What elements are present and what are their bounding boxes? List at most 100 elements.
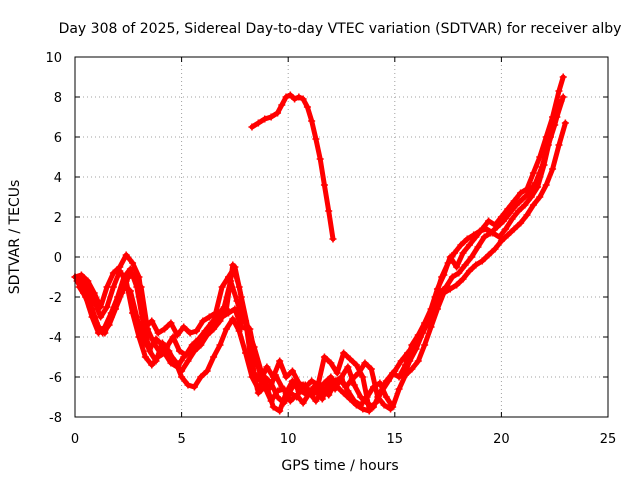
data-point	[519, 195, 527, 203]
y-tick-label: 2	[54, 211, 62, 226]
data-point	[440, 289, 448, 297]
data-point	[352, 361, 360, 369]
data-point	[184, 357, 192, 365]
data-point	[338, 375, 345, 383]
data-point	[561, 119, 569, 127]
x-axis-label: GPS time / hours	[281, 458, 398, 474]
data-point	[357, 393, 365, 401]
data-point	[457, 241, 465, 249]
ticks: 0 5 10 15 20 25 -8 -6 -4 -2 0 2 4 6 8 10	[45, 51, 616, 447]
data-point	[344, 387, 352, 395]
data-point	[316, 155, 324, 163]
x-tick-label: 10	[280, 432, 297, 447]
data-point	[344, 363, 352, 371]
data-point	[205, 325, 213, 333]
data-point	[453, 263, 461, 271]
y-tick-label: -6	[49, 371, 62, 386]
data-point	[242, 317, 250, 325]
data-point	[376, 379, 384, 387]
data-point	[286, 91, 294, 99]
y-tick-label: 8	[54, 91, 62, 106]
data-point	[559, 93, 567, 101]
data-point	[274, 109, 282, 117]
data-point	[459, 275, 467, 283]
data-point	[521, 201, 529, 209]
data-point	[308, 117, 316, 125]
data-point	[502, 225, 510, 233]
data-point	[485, 251, 493, 259]
data-point	[450, 249, 458, 257]
data-point	[293, 393, 301, 401]
data-point	[286, 389, 294, 397]
series-trace	[400, 94, 566, 380]
data-point	[327, 373, 335, 381]
data-point	[101, 329, 109, 337]
data-point	[320, 181, 328, 189]
data-point	[167, 319, 175, 327]
data-point	[395, 385, 403, 393]
data-point	[470, 231, 478, 239]
data-point	[291, 95, 299, 103]
data-point	[250, 343, 258, 351]
data-point	[152, 335, 160, 343]
data-point	[126, 265, 134, 273]
data-point	[485, 217, 493, 225]
data-point	[210, 353, 218, 361]
series-track-7	[248, 91, 337, 243]
data-point	[229, 261, 237, 269]
data-point	[261, 373, 269, 381]
data-point	[169, 333, 177, 341]
data-point	[536, 193, 544, 201]
data-point	[218, 313, 226, 321]
data-point	[235, 283, 243, 291]
data-point	[274, 393, 282, 401]
data-point	[331, 379, 339, 387]
data-point	[216, 341, 224, 349]
data-point	[510, 197, 518, 205]
data-point	[453, 281, 461, 289]
data-point	[444, 259, 452, 267]
data-point	[116, 267, 124, 275]
data-point	[248, 373, 256, 381]
data-point	[478, 257, 486, 265]
data-point	[186, 347, 194, 355]
data-point	[517, 219, 525, 227]
data-point	[465, 267, 473, 275]
data-point	[540, 161, 548, 169]
data-point	[391, 367, 399, 375]
data-point	[199, 317, 207, 325]
data-point	[288, 367, 296, 375]
data-point	[267, 113, 275, 121]
series-track-5	[71, 119, 569, 411]
data-point	[474, 243, 482, 251]
data-point	[141, 353, 149, 361]
data-point	[493, 223, 501, 231]
data-point	[508, 215, 516, 223]
x-tick-label: 25	[600, 432, 617, 447]
data-point	[107, 313, 115, 321]
data-point	[299, 399, 307, 407]
data-point	[242, 349, 250, 357]
series-points	[71, 119, 569, 411]
data-point	[529, 169, 537, 177]
data-point	[414, 357, 422, 365]
y-tick-label: -2	[49, 291, 62, 306]
data-point	[308, 377, 316, 385]
data-point	[346, 355, 354, 363]
data-point	[212, 319, 220, 327]
data-point	[480, 233, 488, 241]
data-point	[504, 231, 512, 239]
data-point	[406, 357, 414, 365]
series-points	[399, 93, 567, 381]
data-point	[523, 211, 531, 219]
data-point	[427, 323, 435, 331]
data-point	[214, 311, 222, 319]
data-point	[248, 123, 256, 131]
data-point	[235, 327, 243, 335]
data-point	[431, 293, 439, 301]
data-point	[372, 399, 380, 407]
data-point	[158, 341, 166, 349]
data-point	[534, 183, 542, 191]
data-point	[197, 373, 205, 381]
